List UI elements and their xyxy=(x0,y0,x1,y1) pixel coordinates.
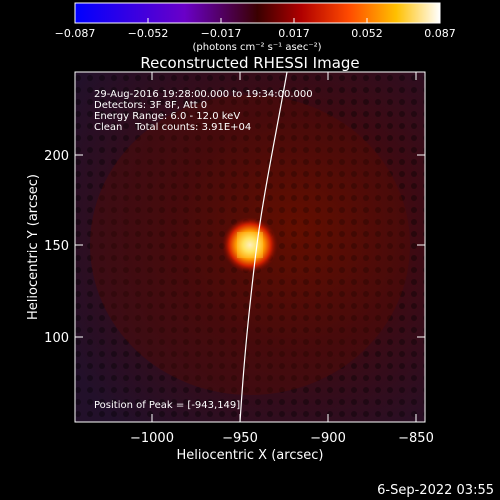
info-detectors: Detectors: 3F 8F, Att 0 xyxy=(94,100,207,111)
x-axis-ticks xyxy=(151,72,417,422)
rhessi-image xyxy=(75,72,425,422)
info-energy-range: Energy Range: 6.0 - 12.0 keV xyxy=(94,111,240,122)
peak-position-label: Position of Peak = [-943,149] xyxy=(94,400,240,411)
info-time-range: 29-Aug-2016 19:28:00.000 to 19:34:00.000 xyxy=(94,89,313,100)
info-clean-counts: Clean Total counts: 3.91E+04 xyxy=(94,122,251,133)
colorbar-tick-2: −0.052 xyxy=(128,27,169,40)
y-axis-label: Heliocentric Y (arcsec) xyxy=(26,174,41,320)
colorbar-tick-1: −0.087 xyxy=(55,27,96,40)
y-tick-label-3: 100 xyxy=(44,331,69,346)
plot-frame xyxy=(74,71,426,423)
y-tick-label-1: 200 xyxy=(44,149,69,164)
footer-timestamp: 6-Sep-2022 03:55 xyxy=(377,483,494,498)
y-tick-label-2: 150 xyxy=(44,239,69,254)
colorbar-tick-6: 0.087 xyxy=(424,27,456,40)
colorbar-gradient xyxy=(74,2,441,24)
info-block: 29-Aug-2016 19:28:00.000 to 19:34:00.000… xyxy=(94,89,313,133)
x-axis-label: Heliocentric X (arcsec) xyxy=(177,448,324,463)
colorbar: −0.087 −0.052 −0.017 0.017 0.052 0.087 (… xyxy=(55,2,456,53)
x-tick-label-1: −1000 xyxy=(130,431,174,446)
colorbar-tick-3: −0.017 xyxy=(201,27,242,40)
solar-limb-line xyxy=(239,72,288,422)
plot-title: Reconstructed RHESSI Image xyxy=(140,54,359,72)
x-tick-label-3: −900 xyxy=(310,431,346,446)
flare-source xyxy=(222,217,278,273)
y-axis-ticks xyxy=(75,154,425,338)
colorbar-unit-label: (photons cm⁻² s⁻¹ asec⁻²) xyxy=(192,42,321,53)
x-tick-label-4: −850 xyxy=(398,431,434,446)
colorbar-tick-5: 0.052 xyxy=(351,27,383,40)
x-tick-label-2: −950 xyxy=(222,431,258,446)
colorbar-tick-4: 0.017 xyxy=(278,27,310,40)
